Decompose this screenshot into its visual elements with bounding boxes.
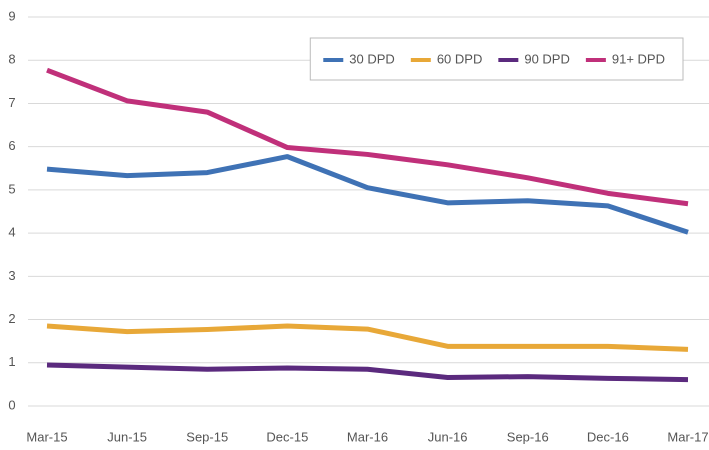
y-tick-label: 0 <box>8 397 15 412</box>
x-tick-label: Dec-15 <box>266 429 308 444</box>
x-tick-label: Sep-16 <box>507 429 549 444</box>
y-tick-label: 6 <box>8 138 15 153</box>
y-tick-label: 8 <box>8 52 15 67</box>
series-line <box>46 323 689 352</box>
y-tick-label: 4 <box>8 225 15 240</box>
y-tick-label: 2 <box>8 311 15 326</box>
legend-label: 60 DPD <box>437 51 483 66</box>
series-line <box>46 154 689 235</box>
y-tick-label: 3 <box>8 268 15 283</box>
x-tick-label: Dec-16 <box>587 429 629 444</box>
x-tick-label: Jun-16 <box>428 429 468 444</box>
x-tick-label: Sep-15 <box>186 429 228 444</box>
x-tick-label: Jun-15 <box>107 429 147 444</box>
legend-label: 91+ DPD <box>612 51 665 66</box>
y-tick-label: 9 <box>8 8 15 23</box>
legend-box <box>309 37 684 81</box>
series-line <box>46 67 689 207</box>
legend-label: 30 DPD <box>349 51 395 66</box>
legend-label: 90 DPD <box>524 51 570 66</box>
x-tick-label: Mar-16 <box>347 429 388 444</box>
legend: 30 DPD 60 DPD 90 DPD 91+ DPD <box>309 37 684 81</box>
x-tick-label: Mar-17 <box>667 429 708 444</box>
y-tick-label: 5 <box>8 181 15 196</box>
x-tick-label: Mar-15 <box>26 429 67 444</box>
y-tick-label: 1 <box>8 354 15 369</box>
series-line <box>46 362 689 383</box>
y-tick-label: 7 <box>8 95 15 110</box>
